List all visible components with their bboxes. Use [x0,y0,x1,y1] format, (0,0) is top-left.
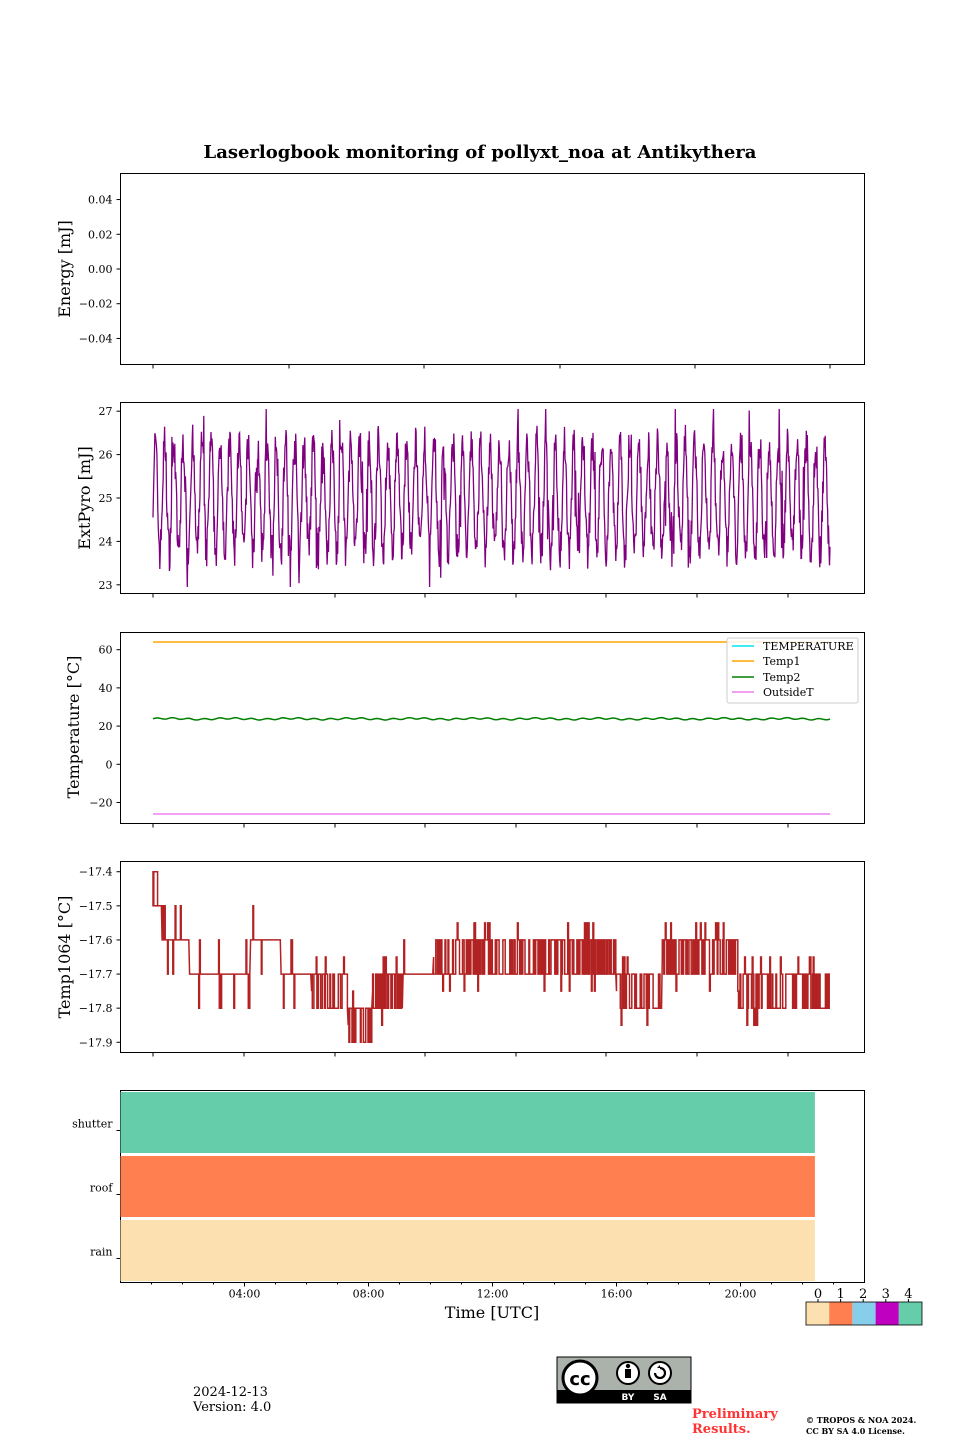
extpyro-ytick-label: 24 [99,535,113,548]
temperature-plot-frame [120,632,865,824]
temperature-ytick-label: 0 [106,758,113,771]
cc-icon-label: cc [569,1369,590,1390]
footer-version: Version: 4.0 [192,1400,271,1415]
preliminary-text-1: Preliminary [692,1407,778,1422]
cc-license-badge: cc BY SA [556,1356,692,1404]
colorbar-tick-label: 4 [904,1287,912,1302]
time-xtick-label: 08:00 [353,1288,385,1301]
colorbar-swatch-2 [852,1302,876,1325]
cc-icon [561,1359,599,1397]
temp1064-ytick-label: −17.8 [79,1002,113,1015]
temperature-ytick-label: −20 [89,796,112,809]
status-bars [120,1092,815,1281]
license-sa-label: SA [653,1393,666,1403]
temp1064-line [152,870,831,1044]
copyright-line-2: CC BY SA 4.0 License. [806,1426,905,1436]
energy-ytick-label: 0.00 [88,263,113,276]
legend-label-temperature: TEMPERATURE [763,640,854,653]
sa-icon [648,1361,672,1385]
energy-ylabel: Energy [mJ] [55,220,74,318]
temp1064-ytick-label: −17.9 [79,1036,113,1049]
temp1064-series [152,870,831,1044]
legend-label-temp1: Temp1 [763,655,800,668]
colorbar-swatch-1 [829,1302,853,1325]
extpyro-ytick-label: 25 [99,492,113,505]
status-label-shutter: shutter [72,1118,113,1131]
temp2-series [152,716,831,721]
extpyro-series [152,408,831,588]
colorbar-tick-label: 0 [814,1287,822,1302]
temp1064-ylabel: Temp1064 [°C] [55,896,74,1019]
chart-title: Laserlogbook monitoring of pollyxt_noa a… [204,142,757,163]
temperature-ytick-label: 20 [99,720,113,733]
temp1064-plot-frame [120,861,865,1053]
temp1064-ytick-label: −17.6 [79,934,113,947]
temp1064-ytick-label: −17.4 [79,866,113,879]
extpyro-ytick-label: 26 [99,449,113,462]
legend-label-outsidet: OutsideT [763,686,814,699]
colorbar-swatch-3 [875,1302,899,1325]
time-xtick-label: 16:00 [601,1288,633,1301]
energy-plot-frame [120,173,865,365]
temperature-lines [152,641,831,815]
colorbar-frame [805,1301,923,1326]
temperature-ylabel: Temperature [°C] [64,656,83,799]
copyright-line-1: © TROPOS & NOA 2024. [806,1415,916,1425]
temperature-ytick-label: 40 [99,682,113,695]
status-label-rain: rain [90,1246,112,1259]
energy-ytick-label: −0.02 [79,298,113,311]
time-xtick-label: 12:00 [477,1288,509,1301]
extpyro-ytick-label: 27 [99,405,113,418]
footer-date: 2024-12-13 [193,1385,268,1400]
energy-ytick-label: 0.04 [88,194,113,207]
rain-bar [120,1220,815,1281]
status-label-roof: roof [90,1182,114,1195]
time-xtick-label: 20:00 [725,1288,757,1301]
roof-bar [120,1156,815,1217]
shutter-bar [120,1092,815,1153]
colorbar-tick-label: 3 [882,1287,890,1302]
colorbar-swatch-0 [806,1302,830,1325]
legend-label-temp2: Temp2 [763,671,800,684]
colorbar-swatch-4 [898,1302,922,1325]
colorbar-tick-label: 2 [859,1287,867,1302]
colorbar-tick-label: 1 [836,1287,844,1302]
temperature-legend: TEMPERATURE Temp1 Temp2 OutsideT [726,637,859,704]
time-xlabel: Time [UTC] [445,1303,539,1322]
extpyro-ytick-label: 23 [99,579,113,592]
energy-ytick-label: −0.04 [79,332,113,345]
license-by-label: BY [622,1393,635,1403]
energy-ytick-label: 0.02 [88,228,113,241]
extpyro-line [152,408,831,588]
preliminary-text-2: Results. [692,1422,751,1437]
temp1064-ytick-label: −17.5 [79,900,113,913]
temp1064-ytick-label: −17.7 [79,968,113,981]
time-xtick-label: 04:00 [229,1288,261,1301]
temperature-ytick-label: 60 [99,644,113,657]
extpyro-ylabel: ExtPyro [mJ] [75,446,94,549]
